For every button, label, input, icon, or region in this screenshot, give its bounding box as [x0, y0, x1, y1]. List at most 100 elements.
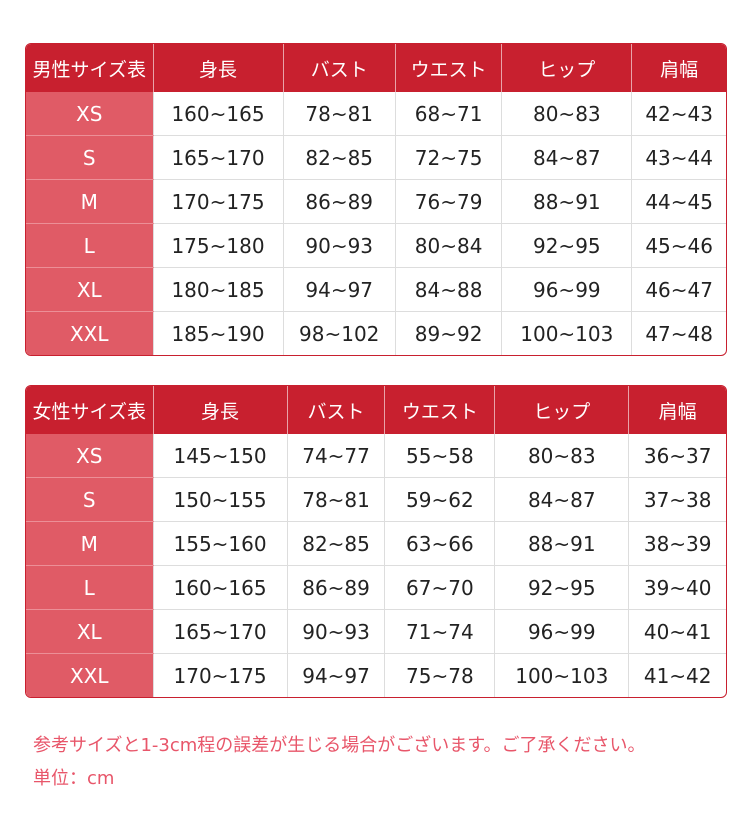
table-cell: 80~84 — [395, 223, 503, 268]
table-cell: 88~91 — [494, 521, 630, 566]
size-label: XXL — [26, 311, 154, 355]
header-row: 女性サイズ表 身長 バスト ウエスト ヒップ 肩幅 — [26, 386, 726, 434]
table-cell: 46~47 — [631, 267, 726, 312]
table-cell: 88~91 — [501, 179, 633, 224]
table-cell: 63~66 — [384, 521, 496, 566]
table-cell: 175~180 — [153, 223, 284, 268]
table-cell: 155~160 — [153, 521, 288, 566]
table-row: XL 180~185 94~97 84~88 96~99 46~47 — [26, 267, 726, 312]
table-cell: 170~175 — [153, 653, 288, 697]
table-cell: 165~170 — [153, 135, 284, 180]
table-cell: 78~81 — [287, 477, 386, 522]
table-cell: 92~95 — [494, 565, 630, 610]
table-row: XXL 185~190 98~102 89~92 100~103 47~48 — [26, 311, 726, 355]
size-label: XL — [26, 609, 154, 654]
table-cell: 43~44 — [631, 135, 726, 180]
table-row: M 155~160 82~85 63~66 88~91 38~39 — [26, 521, 726, 566]
table-row: XS 145~150 74~77 55~58 80~83 36~37 — [26, 434, 726, 478]
table-row: L 160~165 86~89 67~70 92~95 39~40 — [26, 565, 726, 610]
table-cell: 165~170 — [153, 609, 288, 654]
table-cell: 185~190 — [153, 311, 284, 355]
table-cell: 100~103 — [494, 653, 630, 697]
column-header: バスト — [283, 44, 396, 92]
table-cell: 94~97 — [287, 653, 386, 697]
column-header: ヒップ — [494, 386, 630, 434]
table-cell: 150~155 — [153, 477, 288, 522]
table-cell: 86~89 — [287, 565, 386, 610]
table-cell: 80~83 — [501, 92, 633, 136]
table-cell: 78~81 — [283, 92, 396, 136]
table-cell: 38~39 — [628, 521, 726, 566]
table-cell: 40~41 — [628, 609, 726, 654]
table-cell: 37~38 — [628, 477, 726, 522]
table-cell: 67~70 — [384, 565, 496, 610]
table-cell: 160~165 — [153, 92, 284, 136]
table-cell: 75~78 — [384, 653, 496, 697]
table-cell: 96~99 — [501, 267, 633, 312]
womens-size-table: 女性サイズ表 身長 バスト ウエスト ヒップ 肩幅 XS 145~150 74~77 55~58 8… — [25, 385, 727, 698]
table-row: XXL 170~175 94~97 75~78 100~103 41~42 — [26, 653, 726, 697]
column-header: バスト — [287, 386, 386, 434]
table-row: M 170~175 86~89 76~79 88~91 44~45 — [26, 179, 726, 224]
table-cell: 84~88 — [395, 267, 503, 312]
table-cell: 94~97 — [283, 267, 396, 312]
table-cell: 145~150 — [153, 434, 288, 478]
table-cell: 41~42 — [643, 663, 712, 688]
column-header: 肩幅 — [628, 386, 726, 434]
table-cell: 170~175 — [153, 179, 284, 224]
size-label: XXL — [26, 653, 154, 697]
table-cell: 36~37 — [628, 434, 726, 478]
size-label: XL — [26, 267, 154, 312]
table-cell: 180~185 — [153, 267, 284, 312]
table-cell: 84~87 — [501, 135, 633, 180]
table-cell: 68~71 — [395, 92, 503, 136]
disclaimer-note: 参考サイズと1-3cm程の誤差が生じる場合がございます。ご了承ください。 — [33, 735, 646, 756]
table-cell: 89~92 — [395, 311, 503, 355]
table-cell: 84~87 — [494, 477, 630, 522]
table-cell: 82~85 — [283, 135, 396, 180]
size-label: XS — [26, 434, 154, 478]
table-cell: 160~165 — [153, 565, 288, 610]
column-header: 身長 — [153, 44, 284, 92]
table-cell: 59~62 — [384, 477, 496, 522]
table-row: XL 165~170 90~93 71~74 96~99 40~41 — [26, 609, 726, 654]
table-cell: 42~43 — [631, 92, 726, 136]
table-row: S 165~170 82~85 72~75 84~87 43~44 — [26, 135, 726, 180]
table-cell: 55~58 — [384, 434, 496, 478]
table-cell: 71~74 — [384, 609, 496, 654]
column-header: 身長 — [153, 386, 288, 434]
size-label: S — [26, 135, 154, 180]
table-row: XS 160~165 78~81 68~71 80~83 42~43 — [26, 92, 726, 136]
size-label: M — [26, 179, 154, 224]
table-cell: 92~95 — [501, 223, 633, 268]
table-cell: 47~48 — [645, 321, 713, 346]
table-row: L 175~180 90~93 80~84 92~95 45~46 — [26, 223, 726, 268]
table-cell: 74~77 — [287, 434, 386, 478]
table-row: S 150~155 78~81 59~62 84~87 37~38 — [26, 477, 726, 522]
column-header: 肩幅 — [631, 44, 726, 92]
header-row: 男性サイズ表 身長 バスト ウエスト ヒップ 肩幅 — [26, 44, 726, 92]
table-cell: 90~93 — [283, 223, 396, 268]
size-label: XS — [26, 92, 154, 136]
table-cell: 100~103 — [501, 311, 633, 355]
size-label: L — [26, 565, 154, 610]
size-label: S — [26, 477, 154, 522]
table-cell: 80~83 — [494, 434, 630, 478]
mens-size-table: 男性サイズ表 身長 バスト ウエスト ヒップ 肩幅 XS 160~165 78~81 68~71 8… — [25, 43, 727, 356]
table-cell: 98~102 — [283, 311, 396, 355]
table-cell: 39~40 — [628, 565, 726, 610]
unit-note: 単位：cm — [33, 768, 115, 789]
table-cell: 72~75 — [395, 135, 503, 180]
table-cell: 90~93 — [287, 609, 386, 654]
table-cell: 96~99 — [494, 609, 630, 654]
table-title: 女性サイズ表 — [26, 386, 154, 434]
table-title: 男性サイズ表 — [26, 44, 154, 92]
table-cell: 44~45 — [631, 179, 726, 224]
column-header: ウエスト — [395, 44, 503, 92]
size-label: L — [26, 223, 154, 268]
size-label: M — [26, 521, 154, 566]
table-cell: 82~85 — [287, 521, 386, 566]
table-cell: 76~79 — [395, 179, 503, 224]
column-header: ウエスト — [384, 386, 496, 434]
table-cell: 86~89 — [283, 179, 396, 224]
